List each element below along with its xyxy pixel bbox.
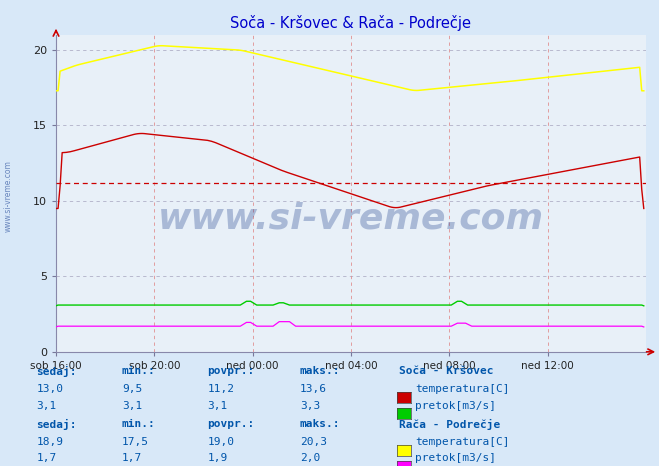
Text: min.:: min.:	[122, 366, 156, 376]
Text: temperatura[C]: temperatura[C]	[415, 437, 509, 447]
Text: 20,3: 20,3	[300, 437, 327, 447]
Text: povpr.:: povpr.:	[208, 419, 255, 429]
Text: 3,3: 3,3	[300, 401, 320, 411]
Text: Rača - Podrečje: Rača - Podrečje	[399, 419, 500, 431]
Text: www.si-vreme.com: www.si-vreme.com	[4, 160, 13, 232]
Text: maks.:: maks.:	[300, 366, 340, 376]
Text: 9,5: 9,5	[122, 384, 142, 394]
Text: pretok[m3/s]: pretok[m3/s]	[415, 401, 496, 411]
Text: pretok[m3/s]: pretok[m3/s]	[415, 453, 496, 463]
Text: 1,7: 1,7	[36, 453, 57, 463]
Text: min.:: min.:	[122, 419, 156, 429]
Text: 2,0: 2,0	[300, 453, 320, 463]
Title: Soča - Kršovec & Rača - Podrečje: Soča - Kršovec & Rača - Podrečje	[231, 15, 471, 31]
Text: sedaj:: sedaj:	[36, 366, 76, 377]
Text: 3,1: 3,1	[208, 401, 228, 411]
Text: www.si-vreme.com: www.si-vreme.com	[158, 202, 544, 236]
Text: Soča - Kršovec: Soča - Kršovec	[399, 366, 493, 376]
Text: 13,6: 13,6	[300, 384, 327, 394]
Text: temperatura[C]: temperatura[C]	[415, 384, 509, 394]
Text: 3,1: 3,1	[36, 401, 57, 411]
Text: maks.:: maks.:	[300, 419, 340, 429]
Text: 11,2: 11,2	[208, 384, 235, 394]
Text: 1,9: 1,9	[208, 453, 228, 463]
Text: 17,5: 17,5	[122, 437, 149, 447]
Text: 19,0: 19,0	[208, 437, 235, 447]
Text: 1,7: 1,7	[122, 453, 142, 463]
Text: povpr.:: povpr.:	[208, 366, 255, 376]
Text: sedaj:: sedaj:	[36, 419, 76, 431]
Text: 3,1: 3,1	[122, 401, 142, 411]
Text: 13,0: 13,0	[36, 384, 63, 394]
Text: 18,9: 18,9	[36, 437, 63, 447]
